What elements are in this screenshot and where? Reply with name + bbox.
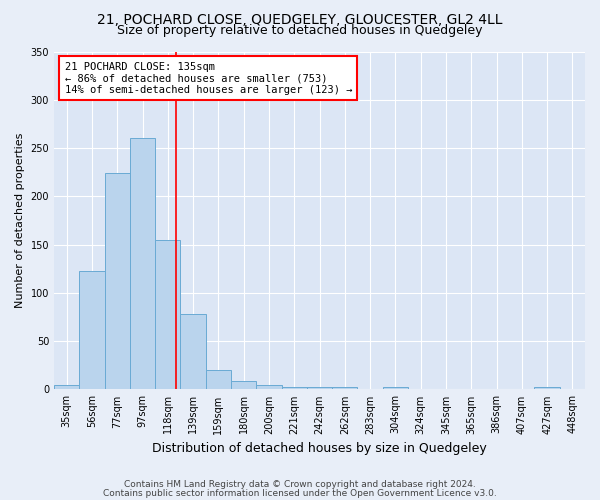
Bar	[231, 380, 256, 390]
Bar	[535, 388, 560, 390]
Text: Contains HM Land Registry data © Crown copyright and database right 2024.: Contains HM Land Registry data © Crown c…	[124, 480, 476, 489]
Y-axis label: Number of detached properties: Number of detached properties	[15, 133, 25, 308]
Bar	[79, 270, 104, 390]
Bar	[155, 240, 181, 390]
Bar	[104, 173, 130, 390]
Bar	[332, 388, 358, 390]
Text: Size of property relative to detached houses in Quedgeley: Size of property relative to detached ho…	[117, 24, 483, 37]
Text: 21 POCHARD CLOSE: 135sqm
← 86% of detached houses are smaller (753)
14% of semi-: 21 POCHARD CLOSE: 135sqm ← 86% of detach…	[65, 62, 352, 95]
X-axis label: Distribution of detached houses by size in Quedgeley: Distribution of detached houses by size …	[152, 442, 487, 455]
Bar	[281, 386, 307, 390]
Bar	[256, 384, 281, 390]
Bar	[54, 384, 79, 390]
Bar	[130, 138, 155, 390]
Bar	[181, 314, 206, 390]
Text: 21, POCHARD CLOSE, QUEDGELEY, GLOUCESTER, GL2 4LL: 21, POCHARD CLOSE, QUEDGELEY, GLOUCESTER…	[97, 12, 503, 26]
Bar	[307, 388, 332, 390]
Bar	[206, 370, 231, 390]
Text: Contains public sector information licensed under the Open Government Licence v3: Contains public sector information licen…	[103, 489, 497, 498]
Bar	[383, 388, 408, 390]
